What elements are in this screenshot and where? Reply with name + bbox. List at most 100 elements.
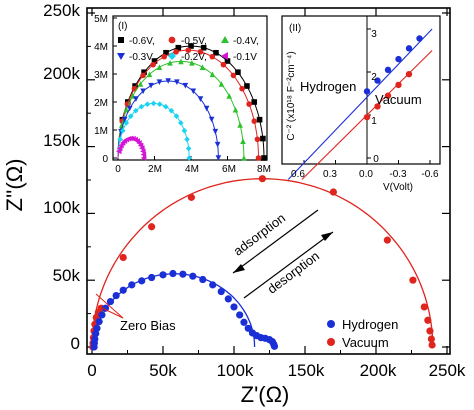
inset2-data-point — [405, 70, 413, 78]
x-tick-label: 100k — [217, 361, 254, 380]
inset2-x-tick-labels: 0.6 0.3 0.0 -0.3 -0.6 — [291, 169, 439, 180]
legend-label: -0.2V, — [181, 52, 207, 63]
inset1-data-point — [127, 135, 134, 142]
inset1-data-point — [138, 103, 145, 110]
inset2-data-point — [395, 55, 402, 63]
x-tick-label: 0 — [115, 164, 121, 175]
y-tick-label: 50k — [53, 266, 81, 285]
inset1-data-point — [150, 61, 156, 68]
inset2-data-point — [374, 77, 381, 84]
hydrogen-data-point — [244, 324, 252, 332]
hydrogen-data-point — [169, 269, 177, 278]
inset1-data-point — [148, 82, 154, 89]
inset1-data-point — [251, 118, 258, 124]
inset2-data-point — [405, 45, 413, 52]
x-tick-label: 250k — [429, 361, 466, 380]
vacuum-data-point — [187, 193, 195, 201]
hydrogen-data-point — [217, 287, 225, 296]
inset1-data-point — [239, 85, 245, 92]
x-tick-label: 150k — [288, 361, 325, 380]
x-tick-label: 0 — [87, 361, 96, 380]
x-axis-title: Z'(Ω) — [241, 382, 290, 407]
inset1-data-point — [123, 106, 130, 113]
y-tick-label: 5M — [94, 14, 108, 25]
inset1-data-point — [185, 145, 192, 152]
inset1-data-point — [200, 44, 207, 51]
inset1-data-point — [174, 79, 180, 85]
x-tick-label: 0.6 — [291, 169, 305, 180]
inset1-data-point — [224, 58, 231, 64]
inset2-hydrogen-label: Hydrogen — [300, 79, 356, 94]
inset1-data-point — [232, 106, 239, 113]
legend-marker-vacuum — [327, 338, 335, 346]
inset1-data-point — [126, 105, 133, 112]
legend-marker-hydrogen — [327, 320, 335, 328]
inset1-data-point — [118, 122, 125, 128]
hydrogen-data-point — [224, 295, 232, 303]
inset1-data-point — [237, 122, 243, 128]
adsorption-arrow — [232, 209, 319, 274]
legend-label-vacuum: Vacuum — [342, 335, 389, 350]
inset2-data-point — [363, 113, 371, 121]
inset1-data-point — [140, 72, 146, 79]
inset1-data-point — [190, 88, 197, 95]
inset1-data-point — [188, 43, 194, 49]
y-tick-label: 2M — [94, 98, 108, 109]
inset1-data-point — [175, 44, 182, 51]
inset1-curves — [115, 43, 267, 161]
inset-panel-2: (II) Hydrogen Vacuum 0.6 0.3 0.0 -0.3 -0… — [281, 15, 441, 193]
hydrogen-data-point — [138, 277, 146, 285]
x-tick-label: 50k — [149, 361, 177, 380]
main-y-tick-labels: 0 50k 100k 150k 200k 250k — [43, 1, 80, 353]
zero-bias-label: Zero Bias — [120, 318, 176, 333]
inset1-data-point — [162, 103, 169, 110]
inset1-data-point — [181, 127, 188, 134]
inset1-data-point — [213, 49, 219, 56]
vacuum-data-point — [119, 253, 127, 262]
legend-marker-0.1v — [221, 52, 228, 60]
inset1-data-point — [197, 49, 204, 55]
inset2-data-point — [384, 66, 392, 74]
hydrogen-data-point — [230, 303, 238, 311]
inset1-data-point — [173, 49, 179, 55]
legend-label: -0.3V, — [129, 52, 155, 63]
vacuum-data-point — [409, 276, 417, 284]
inset1-data-point — [235, 69, 241, 76]
inset1-data-point — [182, 82, 189, 89]
main-legend: Hydrogen Vacuum — [327, 317, 398, 350]
adsorption-label: adsorption — [231, 210, 289, 259]
vacuum-data-point — [427, 335, 435, 343]
inset1-data-point — [255, 155, 262, 161]
inset1-data-point — [127, 113, 134, 119]
inset1-data-point — [144, 101, 151, 108]
inset2-data-point — [395, 81, 402, 89]
hydrogen-data-point — [98, 311, 106, 319]
y-axis-title: Z''(Ω) — [2, 159, 27, 212]
hydrogen-data-point — [199, 275, 207, 284]
inset1-data-point — [186, 155, 192, 161]
legend-label: -0.1V — [233, 52, 257, 63]
y-tick-label: 3M — [94, 70, 108, 81]
desorption-arrow — [243, 231, 334, 299]
inset1-data-point — [189, 60, 195, 66]
inset1-data-point — [139, 148, 146, 155]
inset1-data-point — [230, 72, 237, 79]
inset1-data-point — [197, 96, 204, 102]
x-tick-label: 8M — [257, 164, 271, 175]
y-tick-label: 0 — [373, 154, 379, 165]
inset1-data-point — [165, 78, 171, 84]
inset1-data-point — [254, 136, 261, 143]
hydrogen-data-point — [159, 271, 167, 279]
hydrogen-data-point — [112, 291, 120, 300]
y-tick-label: 150k — [43, 131, 80, 150]
vacuum-data-point — [426, 327, 434, 335]
inset2-data-point — [374, 103, 381, 110]
hydrogen-data-point — [179, 270, 187, 278]
legend-marker-0.4v — [221, 36, 229, 43]
inset1-data-point — [150, 100, 157, 107]
x-tick-label: 2M — [148, 164, 162, 175]
inset1-data-point — [199, 64, 206, 71]
vacuum-data-point — [329, 188, 337, 196]
inset1-data-point — [146, 71, 153, 78]
inset1-data-point — [208, 116, 215, 123]
